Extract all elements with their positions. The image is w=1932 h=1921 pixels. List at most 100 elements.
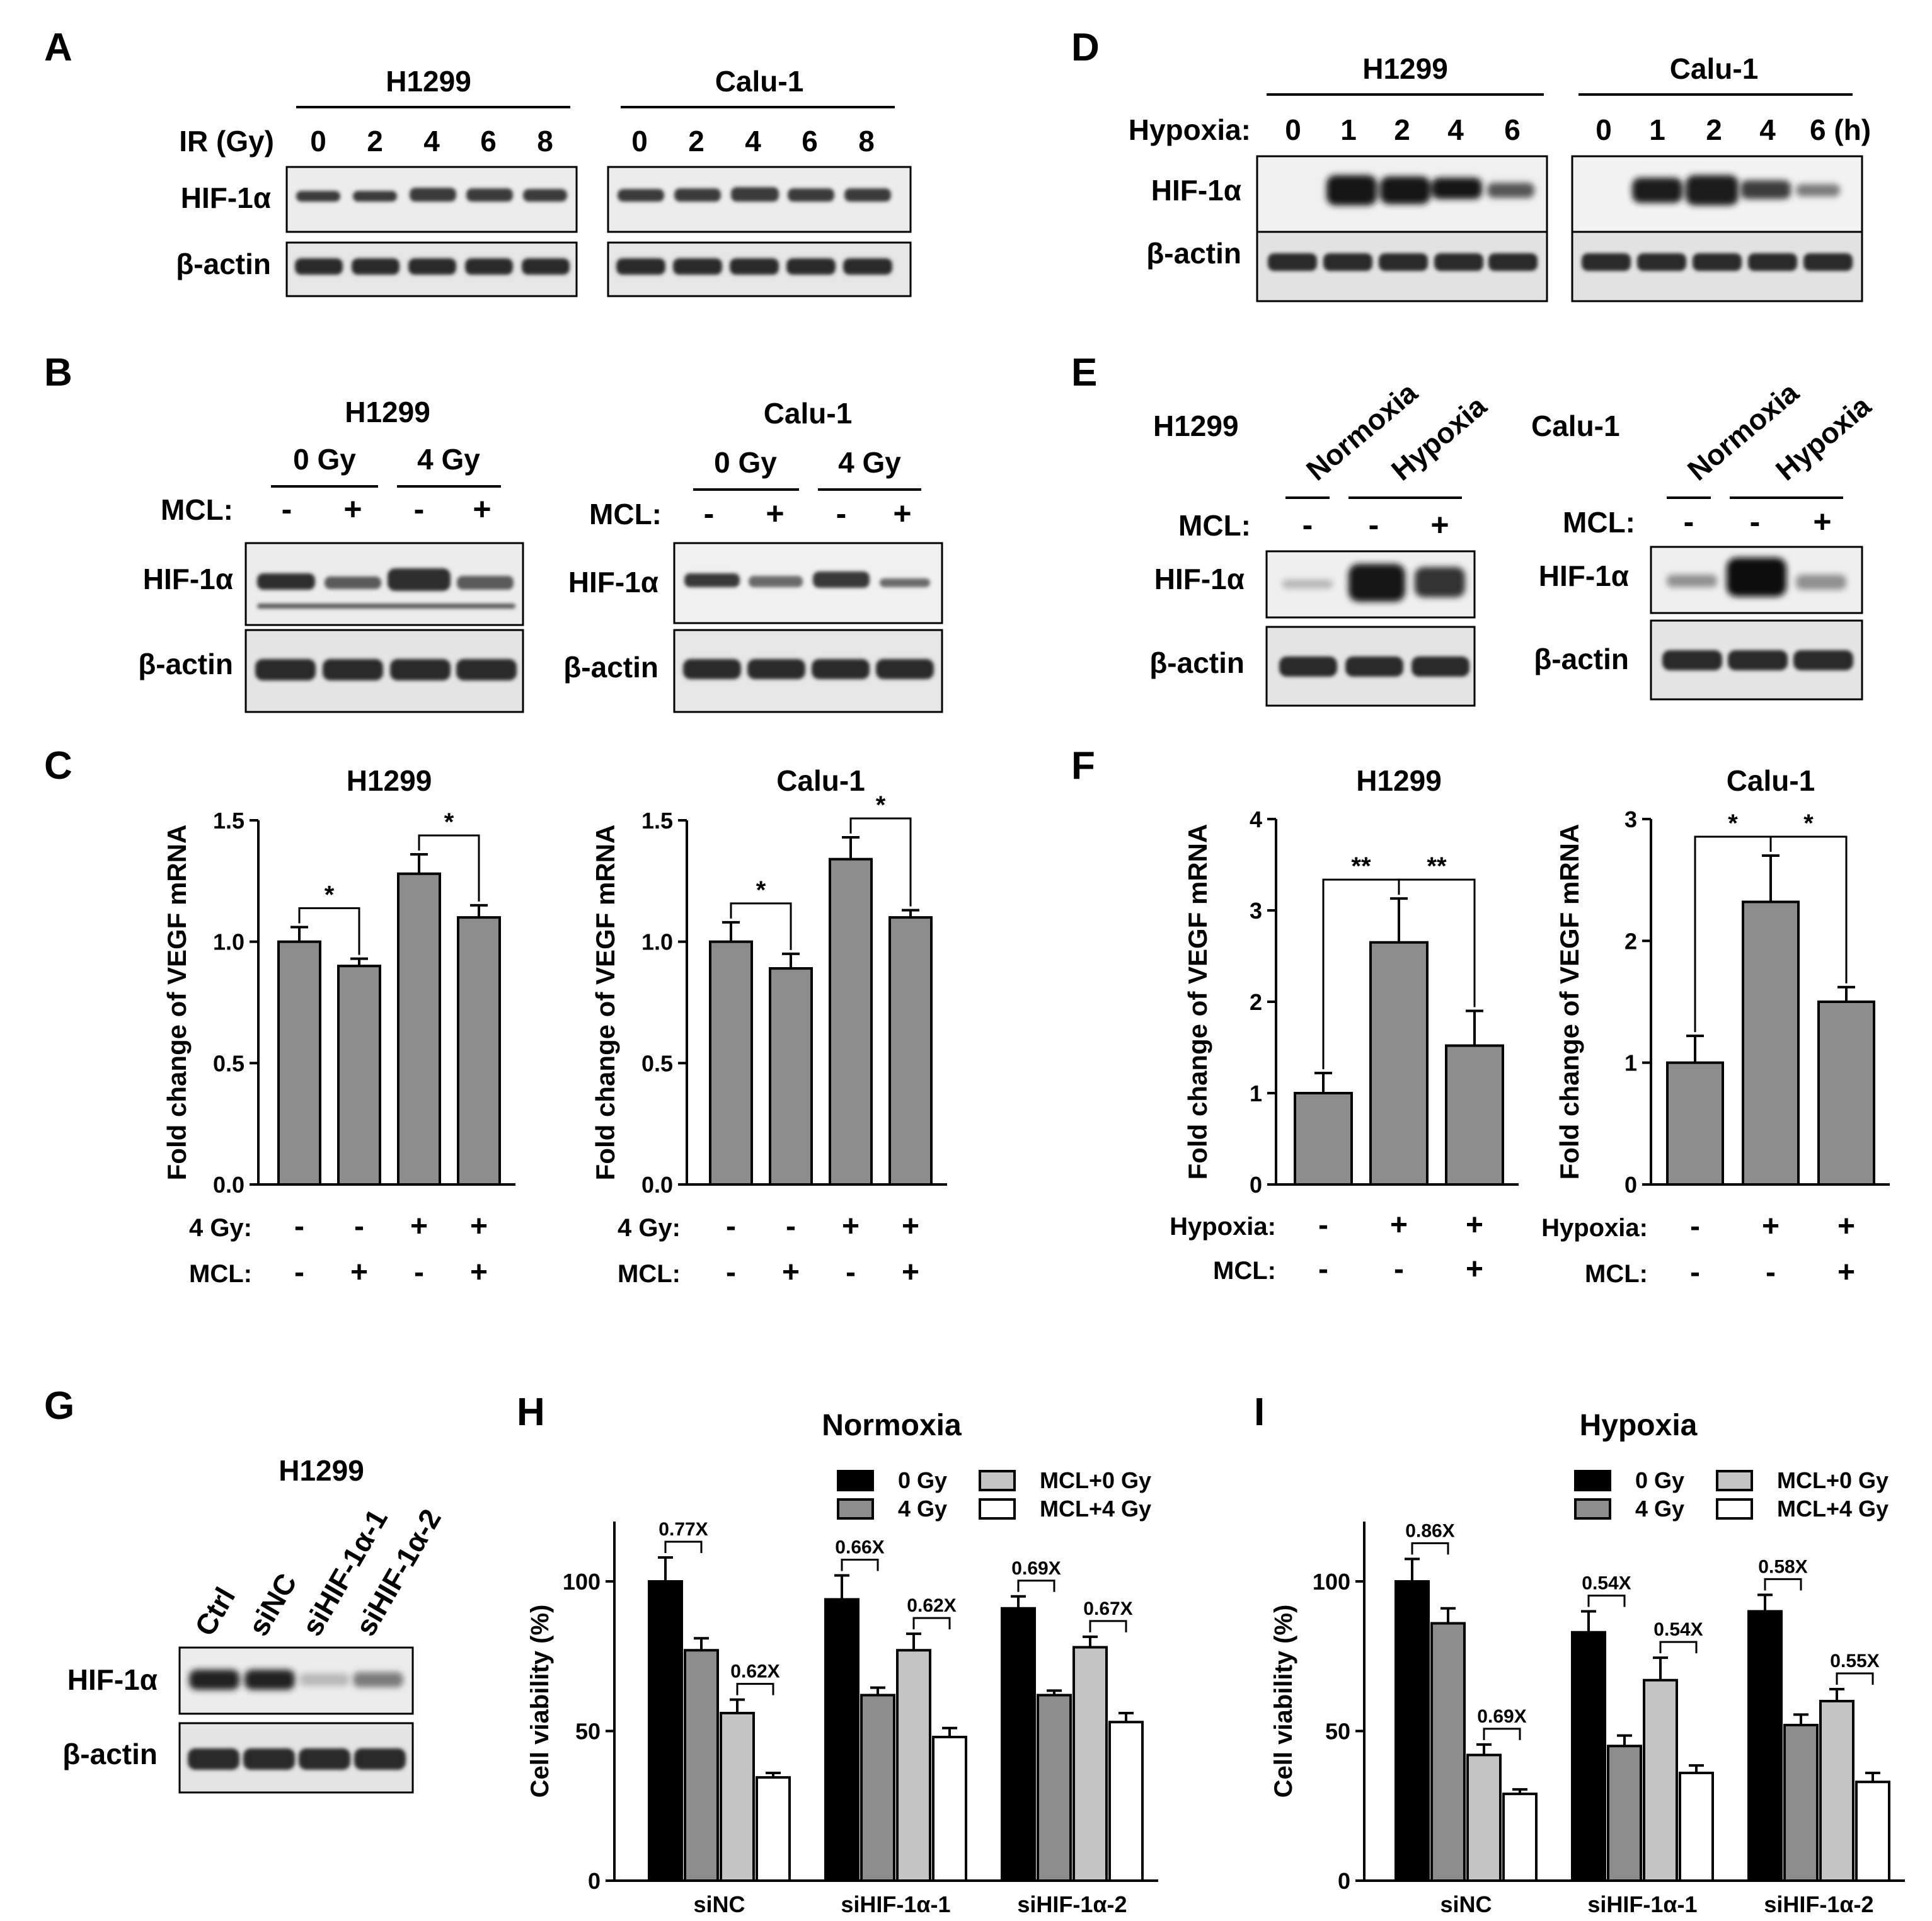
panel-b-mcl-sign: - <box>836 496 847 531</box>
bar <box>277 940 321 1186</box>
chart-title: H1299 <box>1356 764 1442 797</box>
bar <box>1679 1772 1714 1882</box>
condition-sign: - <box>1690 1210 1700 1243</box>
bar <box>1072 1646 1108 1882</box>
legend-swatch <box>979 1498 1016 1520</box>
panel-label-i: I <box>1254 1391 1265 1434</box>
bar <box>1037 1694 1072 1882</box>
y-axis-label: Cell viability (%) <box>1270 1605 1297 1798</box>
panel-e-mcl-label: MCL: <box>1563 506 1635 539</box>
panel-label-a: A <box>44 26 72 69</box>
ratio-bracket <box>912 1617 951 1630</box>
bar <box>1855 1781 1890 1882</box>
bar <box>824 1598 860 1882</box>
condition-label: MCL: <box>1585 1260 1648 1288</box>
bar <box>1430 1622 1466 1882</box>
panel-a-group-title-h1299: H1299 <box>386 65 471 98</box>
legend-swatch <box>837 1498 874 1520</box>
panel-d-lane: 4 <box>1759 113 1776 146</box>
significance-label: * <box>444 808 454 836</box>
y-tick-label: 0.0 <box>213 1172 244 1198</box>
y-tick-label: 1 <box>1624 1050 1637 1076</box>
ratio-bracket <box>1764 1578 1802 1591</box>
panel-g-lane: Ctrl <box>188 1581 242 1641</box>
panel-label-g: G <box>44 1384 74 1428</box>
ratio-label: 0.54X <box>1653 1619 1703 1640</box>
panel-a-lane: 0 <box>310 125 326 158</box>
chart-title: Normoxia <box>822 1409 962 1442</box>
blot-image <box>285 166 578 297</box>
blot-image <box>1650 546 1863 701</box>
ratio-bracket <box>1411 1542 1449 1555</box>
ratio-label: 0.67X <box>1083 1598 1132 1619</box>
panel-d-group-title-h1299: H1299 <box>1362 52 1448 85</box>
ratio-label: 0.55X <box>1830 1651 1879 1672</box>
y-tick-label: 3 <box>1624 806 1637 832</box>
ratio-bracket <box>841 1559 879 1571</box>
blot-image <box>244 542 524 713</box>
legend-label: MCL+4 Gy <box>1040 1496 1151 1522</box>
panel-d: H1299 Calu-1 Hypoxia: 0 1 2 4 6 0 1 2 4 … <box>1129 52 1871 302</box>
condition-label: MCL: <box>1213 1257 1276 1285</box>
bar <box>1502 1792 1538 1882</box>
chart-layer: H1299 0.0 0.5 1.0 1.5 Fold change of VEGF mRN… <box>162 764 1905 1917</box>
panel-d-lane: 4 <box>1447 113 1464 146</box>
panel-label-d: D <box>1071 26 1100 69</box>
legend-swatch <box>837 1470 874 1491</box>
legend-label: MCL+0 Gy <box>1777 1467 1889 1493</box>
x-category-label: siNC <box>1440 1891 1492 1917</box>
bar <box>457 916 501 1186</box>
bar <box>1666 1061 1724 1186</box>
panel-d-lane: 6 <box>1504 113 1521 146</box>
condition-sign: - <box>294 1210 304 1243</box>
significance-label: * <box>325 881 335 909</box>
x-category-label: siHIF-1α-1 <box>1587 1891 1697 1917</box>
panel-e-row-label-actin: β-actin <box>1534 643 1629 675</box>
panel-a-lane: 2 <box>367 125 383 158</box>
ratio-label: 0.77X <box>658 1519 708 1540</box>
legend-swatch <box>1574 1470 1611 1491</box>
bar <box>896 1649 931 1882</box>
panel-e-mcl-sign: - <box>1684 504 1694 539</box>
significance-label: ** <box>1351 852 1371 880</box>
bar <box>648 1580 683 1882</box>
bar <box>1394 1580 1430 1882</box>
significance-label: * <box>876 791 886 819</box>
panel-a-lane: 8 <box>858 125 875 158</box>
chart-title: H1299 <box>347 764 432 797</box>
panel-g-title: H1299 <box>279 1454 364 1487</box>
bar <box>932 1736 967 1882</box>
bar <box>1001 1607 1036 1882</box>
ratio-bracket <box>1089 1620 1127 1632</box>
bar <box>1607 1745 1642 1882</box>
bar <box>397 872 441 1186</box>
panel-g: H1299 Ctrl siNC siHIF-1α-1 siHIF-1α-2 HI… <box>62 1454 447 1794</box>
condition-sign: + <box>1837 1210 1855 1243</box>
panel-d-lane: 0 <box>1596 113 1612 146</box>
condition-label: 4 Gy: <box>618 1214 681 1242</box>
bar <box>684 1649 719 1882</box>
bar <box>1108 1721 1144 1882</box>
legend-label: 0 Gy <box>1635 1467 1684 1493</box>
ratio-bracket <box>1483 1728 1521 1740</box>
panel-b-mcl-sign: - <box>704 496 715 531</box>
panel-e-mcl-sign: + <box>1813 504 1831 539</box>
panel-label-e: E <box>1071 351 1097 394</box>
panel-e-group-title-calu1: Calu-1 <box>1531 410 1620 442</box>
y-tick-label: 1.5 <box>641 808 673 834</box>
y-tick-label: 0 <box>1624 1172 1637 1198</box>
bar <box>1783 1724 1819 1882</box>
panel-b-mcl-sign: - <box>282 491 292 527</box>
bar <box>829 857 873 1186</box>
panel-a-lane: 2 <box>688 125 704 158</box>
ratio-label: 0.58X <box>1758 1556 1807 1577</box>
bar <box>720 1712 755 1882</box>
condition-sign: + <box>902 1210 919 1243</box>
condition-sign: - <box>354 1210 364 1243</box>
blot-image <box>673 542 943 713</box>
panel-e-mcl-sign: + <box>1430 507 1449 542</box>
panel-b: H1299 0 Gy 4 Gy MCL: - + - + HIF-1α β-ac… <box>138 396 943 713</box>
panel-label-h: H <box>517 1391 545 1434</box>
panel-d-lane: 6 (h) <box>1810 113 1871 146</box>
legend-label: MCL+0 Gy <box>1040 1467 1151 1493</box>
